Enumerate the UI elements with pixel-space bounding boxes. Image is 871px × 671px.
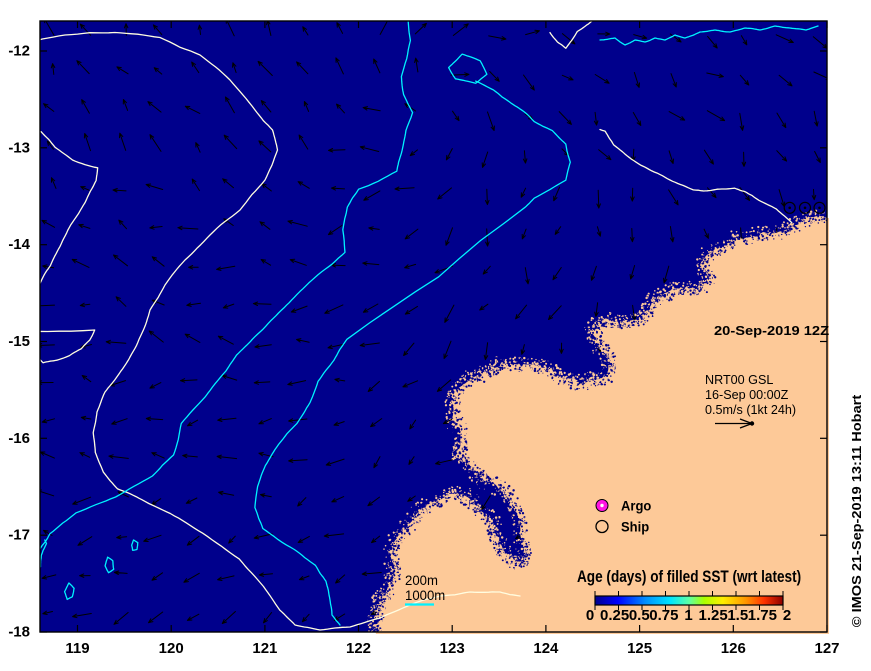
svg-text:0: 0 [586, 607, 594, 624]
svg-text:-17: -17 [8, 527, 30, 544]
svg-text:2: 2 [783, 607, 791, 624]
svg-text:Ship: Ship [621, 519, 649, 535]
svg-text:-12: -12 [8, 43, 30, 60]
svg-text:Age (days) of filled SST (wrt: Age (days) of filled SST (wrt latest) [577, 568, 801, 587]
svg-text:200m: 200m [405, 573, 438, 588]
svg-text:© IMOS 21-Sep-2019 13:11 Hobar: © IMOS 21-Sep-2019 13:11 Hobart [850, 394, 864, 627]
svg-text:-15: -15 [8, 333, 30, 350]
svg-text:127: 127 [814, 640, 839, 657]
svg-text:123: 123 [440, 640, 465, 657]
svg-text:119: 119 [65, 640, 89, 657]
svg-text:124: 124 [533, 640, 559, 657]
svg-text:20-Sep-2019 12Z: 20-Sep-2019 12Z [714, 323, 830, 338]
svg-text:0.5: 0.5 [629, 607, 650, 624]
svg-text:-14: -14 [8, 236, 30, 253]
svg-text:0.75: 0.75 [649, 607, 678, 624]
svg-text:Argo: Argo [621, 498, 651, 514]
svg-text:0.5m/s (1kt 24h): 0.5m/s (1kt 24h) [705, 402, 796, 417]
svg-text:125: 125 [627, 640, 652, 657]
svg-text:1: 1 [684, 607, 692, 624]
svg-text:-16: -16 [8, 430, 30, 447]
svg-text:120: 120 [159, 640, 184, 657]
svg-text:-13: -13 [8, 139, 30, 156]
svg-text:NRT00 GSL: NRT00 GSL [705, 372, 773, 387]
svg-text:1.75: 1.75 [748, 607, 777, 624]
svg-text:122: 122 [346, 640, 371, 657]
svg-text:1.5: 1.5 [727, 607, 748, 624]
svg-text:16-Sep 00:00Z: 16-Sep 00:00Z [705, 387, 789, 402]
svg-text:1000m: 1000m [405, 588, 445, 603]
svg-text:126: 126 [721, 640, 746, 657]
svg-text:0.25: 0.25 [600, 607, 629, 624]
svg-text:-18: -18 [8, 624, 30, 641]
svg-text:121: 121 [252, 640, 277, 657]
svg-text:1.25: 1.25 [699, 607, 728, 624]
